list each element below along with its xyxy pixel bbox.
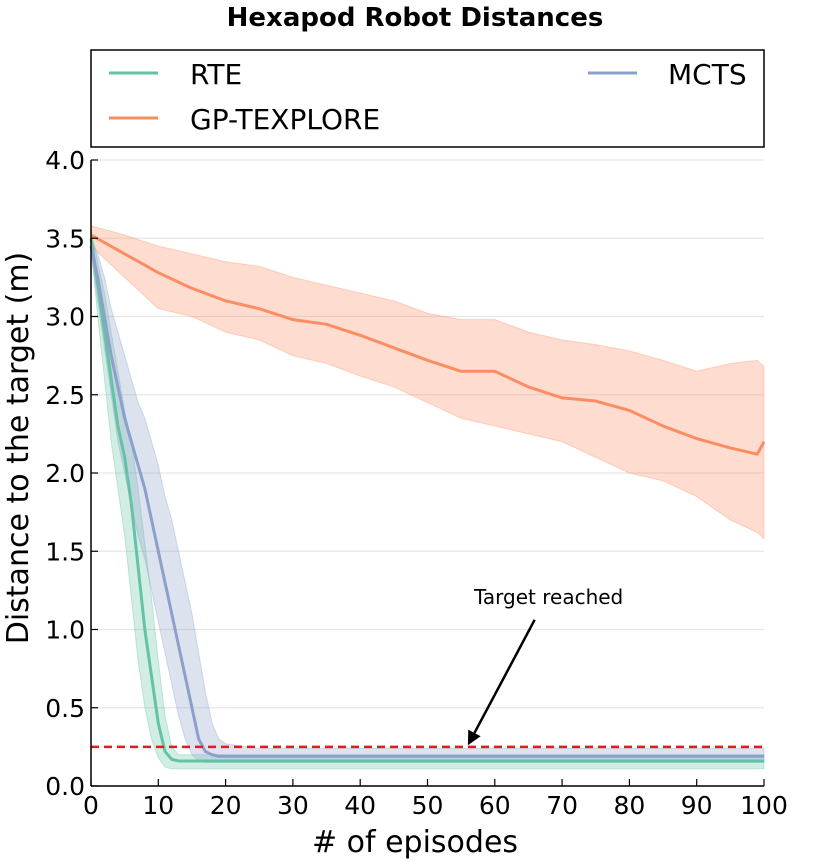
x-tick-label-1: 10 bbox=[142, 791, 174, 820]
y-tick-label-3: 1.5 bbox=[45, 537, 85, 566]
legend-label-mcts: MCTS bbox=[668, 58, 747, 91]
x-tick-label-9: 90 bbox=[681, 791, 713, 820]
legend-label-gp-texplore: GP-TEXPLORE bbox=[190, 103, 380, 136]
band-mcts bbox=[90, 238, 765, 764]
y-tick-label-7: 3.5 bbox=[45, 224, 85, 253]
y-tick-label-5: 2.5 bbox=[45, 381, 85, 410]
legend-box bbox=[90, 49, 765, 148]
annotation-arrowhead bbox=[467, 729, 481, 746]
band-gp-texplore bbox=[90, 225, 765, 540]
annotation-text: Target reached bbox=[473, 585, 623, 609]
x-tick-label-5: 50 bbox=[412, 791, 444, 820]
x-tick-label-4: 40 bbox=[344, 791, 376, 820]
legend-label-rte: RTE bbox=[190, 58, 242, 91]
x-tick-label-0: 0 bbox=[83, 791, 99, 820]
y-tick-label-0: 0.0 bbox=[45, 772, 85, 801]
x-tick-label-6: 60 bbox=[479, 791, 511, 820]
x-tick-label-3: 30 bbox=[277, 791, 309, 820]
chart-title: Hexapod Robot Distances bbox=[227, 3, 604, 33]
x-tick-label-7: 70 bbox=[546, 791, 578, 820]
annotation: Target reached bbox=[467, 585, 623, 746]
annotation-arrow bbox=[473, 619, 536, 734]
y-tick-label-6: 3.0 bbox=[45, 303, 85, 332]
y-tick-label-2: 1.0 bbox=[45, 616, 85, 645]
y-tick-label-8: 4.0 bbox=[45, 146, 85, 175]
y-axis-label: Distance to the target (m) bbox=[1, 252, 36, 645]
legend: RTE GP-TEXPLORE MCTS bbox=[90, 49, 765, 148]
x-tick-label-8: 80 bbox=[613, 791, 645, 820]
y-tick-label-4: 2.0 bbox=[45, 459, 85, 488]
y-tick-label-1: 0.5 bbox=[45, 694, 85, 723]
series-line-mcts bbox=[89, 245, 764, 758]
series-line-gp-texplore bbox=[90, 233, 766, 456]
series-line-rte bbox=[89, 238, 764, 763]
x-tick-label-2: 20 bbox=[210, 791, 242, 820]
x-axis-label: # of episodes bbox=[312, 825, 518, 860]
x-tick-label-10: 100 bbox=[740, 791, 788, 820]
